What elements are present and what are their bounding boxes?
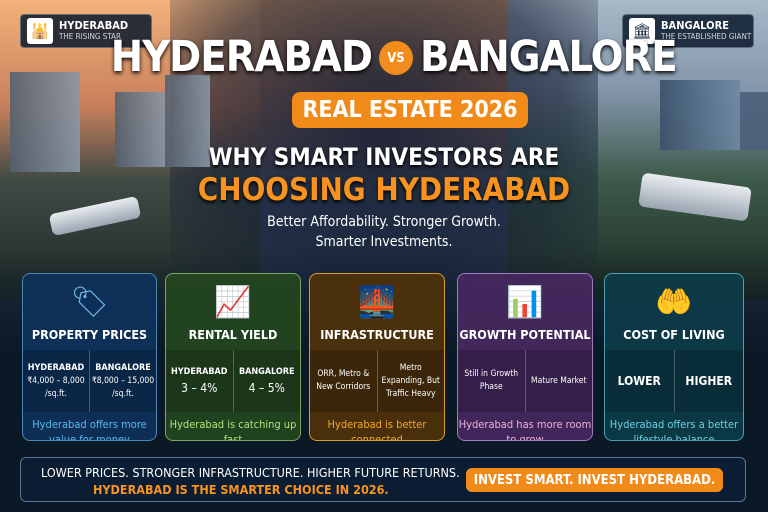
price-tag-icon: 🏷 (70, 285, 109, 320)
card-title: COST OF LIVING (623, 327, 725, 342)
building (10, 72, 80, 172)
building (660, 80, 740, 150)
charminar-icon: 🕌 (27, 18, 53, 44)
card-infrastructure: 🌉 INFRASTRUCTURE ORR, Metro & New Corrid… (309, 273, 445, 441)
right-value: Metro Expanding, But Traffic Heavy (381, 362, 440, 399)
hands-rupee-icon: 🤲 (655, 285, 693, 320)
card-title: RENTAL YIELD (188, 327, 278, 342)
left-label: HYDERABAD (170, 366, 228, 377)
right-value: 4 – 5% (248, 380, 285, 395)
building (165, 75, 210, 167)
right-value: ₹8,000 – 15,000 /sq.ft. (91, 375, 155, 399)
vs-badge: VS (379, 41, 413, 75)
card-title: GROWTH POTENTIAL (459, 327, 591, 342)
bridge-icon: 🌉 (358, 285, 396, 320)
headline-line2: CHOOSING HYDERABAD (197, 172, 571, 208)
left-value: Still in Growth Phase (464, 369, 519, 392)
card-note: Hyderabad is better connected (327, 418, 427, 441)
headline-line1: WHY SMART INVESTORS ARE (208, 143, 560, 171)
card-title: PROPERTY PRICES (31, 327, 148, 342)
vidhana-soudha-icon: 🏛 (629, 18, 655, 44)
building (740, 92, 768, 150)
right-value: Mature Market (531, 375, 587, 386)
year-pill: REAL ESTATE 2026 (292, 92, 528, 128)
rising-chart-rupee-icon: 📈 (214, 285, 252, 320)
card-title: INFRASTRUCTURE (320, 327, 434, 342)
card-growth-potential: 📊 GROWTH POTENTIAL Still in Growth Phase… (457, 273, 593, 441)
left-value: LOWER (617, 373, 661, 388)
card-rental-yield: 📈 RENTAL YIELD HYDERABAD 3 – 4% BANGALORE 4… (165, 273, 301, 441)
building (115, 92, 165, 167)
card-note: Hyderabad has more room to grow (458, 418, 592, 441)
title-city2: BANGALORE (420, 32, 678, 82)
left-label: HYDERABAD (27, 362, 85, 373)
tagline-1: Better Affordability. Stronger Growth. (267, 214, 501, 230)
card-note: Hyderabad is catching up fast (169, 418, 297, 441)
bangalore-badge: 🏛 BANGALORE THE ESTABLISHED GIANT (622, 14, 754, 48)
card-property-prices: 🏷 PROPERTY PRICES HYDERABAD ₹4,000 – 8,00… (22, 273, 157, 441)
invest-button[interactable]: INVEST SMART. INVEST HYDERABAD. (466, 468, 723, 492)
right-label: BANGALORE (95, 362, 151, 373)
badge-title: BANGALORE (661, 19, 729, 32)
right-label: BANGALORE (238, 366, 295, 377)
left-value: ORR, Metro & New Corridors (316, 369, 371, 392)
badge-title: HYDERABAD (59, 19, 129, 32)
tagline-2: Smarter Investments. (315, 234, 453, 250)
footer-line1: LOWER PRICES. STRONGER INFRASTRUCTURE. H… (41, 465, 460, 480)
card-note: Hyderabad offers a better lifestyle bala… (609, 418, 739, 441)
footer-line2: HYDERABAD IS THE SMARTER CHOICE IN 2026. (93, 482, 389, 497)
badge-subtitle: THE RISING STAR (59, 32, 121, 41)
growth-chart-icon: 📊 (506, 285, 544, 320)
left-value: 3 – 4% (181, 380, 218, 395)
right-value: HIGHER (685, 373, 733, 388)
hyderabad-badge: 🕌 HYDERABAD THE RISING STAR (20, 14, 152, 48)
card-cost-of-living: 🤲 COST OF LIVING LOWER HIGHER Hyderabad o… (604, 273, 744, 441)
left-value: ₹4,000 – 8,000 /sq.ft. (27, 375, 85, 399)
badge-subtitle: THE ESTABLISHED GIANT (661, 32, 752, 41)
card-note: Hyderabad offers more value for money (32, 418, 147, 441)
title-city1: HYDERABAD (110, 32, 373, 82)
